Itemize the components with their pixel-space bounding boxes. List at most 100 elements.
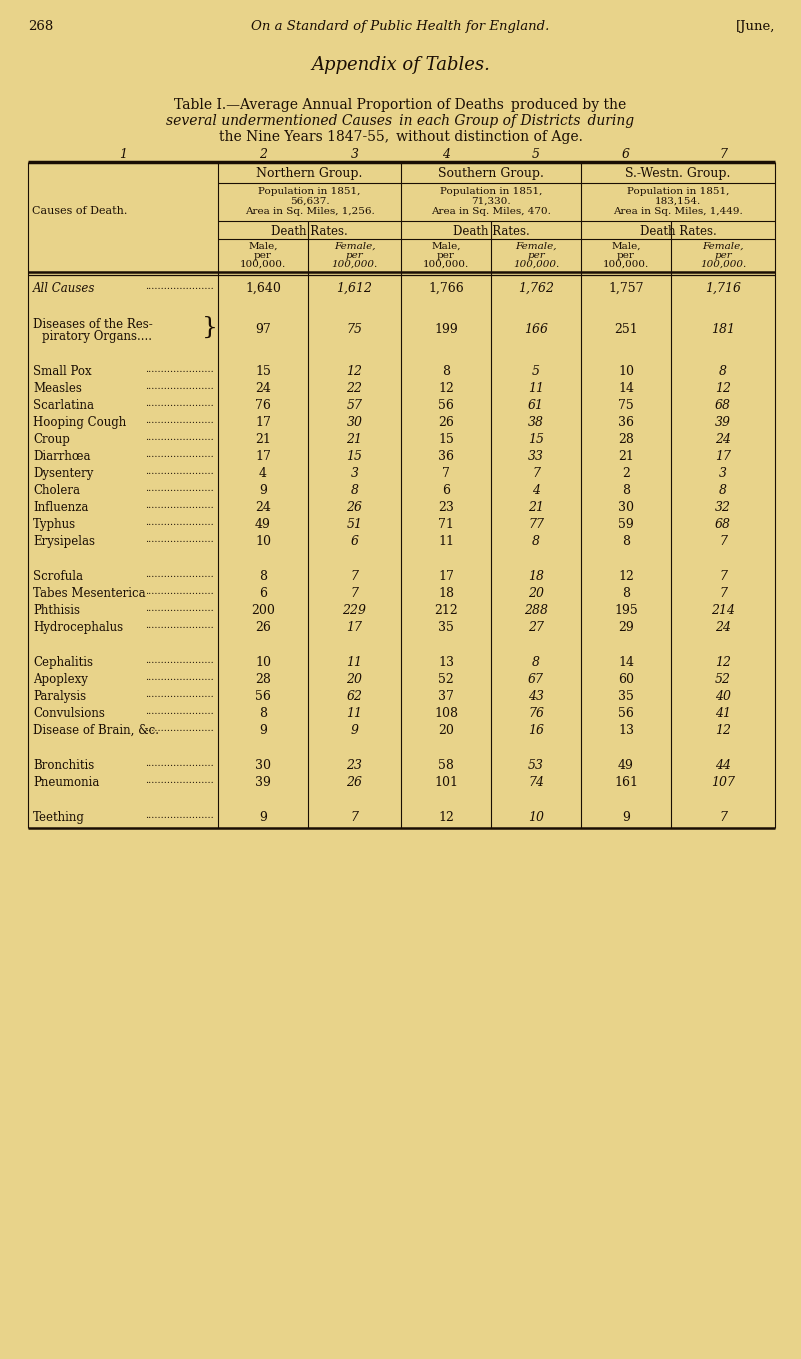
Text: S.-Westn. Group.: S.-Westn. Group. bbox=[626, 167, 731, 179]
Text: 100,000.: 100,000. bbox=[603, 260, 649, 269]
Text: ......................: ...................... bbox=[145, 690, 214, 699]
Text: 26: 26 bbox=[438, 416, 454, 429]
Text: 1,757: 1,757 bbox=[608, 283, 644, 295]
Text: ......................: ...................... bbox=[145, 656, 214, 665]
Text: 195: 195 bbox=[614, 603, 638, 617]
Text: 8: 8 bbox=[622, 535, 630, 548]
Text: Area in Sq. Miles, 1,256.: Area in Sq. Miles, 1,256. bbox=[244, 207, 374, 216]
Text: piratory Organs....: piratory Organs.... bbox=[42, 330, 152, 342]
Text: 7: 7 bbox=[351, 569, 359, 583]
Text: 9: 9 bbox=[622, 811, 630, 824]
Text: 21: 21 bbox=[347, 434, 363, 446]
Text: On a Standard of Public Health for England.: On a Standard of Public Health for Engla… bbox=[252, 20, 549, 33]
Text: 97: 97 bbox=[256, 323, 271, 336]
Text: Hooping Cough: Hooping Cough bbox=[33, 416, 127, 429]
Text: ......................: ...................... bbox=[145, 434, 214, 442]
Text: 74: 74 bbox=[528, 776, 544, 790]
Text: 107: 107 bbox=[711, 776, 735, 790]
Text: 39: 39 bbox=[715, 416, 731, 429]
Text: 67: 67 bbox=[528, 673, 544, 686]
Text: 18: 18 bbox=[528, 569, 544, 583]
Text: 4: 4 bbox=[259, 467, 267, 480]
Text: 268: 268 bbox=[28, 20, 53, 33]
Text: ......................: ...................... bbox=[145, 416, 214, 425]
Text: 8: 8 bbox=[622, 587, 630, 601]
Text: Cephalitis: Cephalitis bbox=[33, 656, 93, 669]
Text: ......................: ...................... bbox=[145, 673, 214, 682]
Text: 32: 32 bbox=[715, 501, 731, 514]
Text: 8: 8 bbox=[351, 484, 359, 497]
Text: 11: 11 bbox=[347, 707, 363, 720]
Text: 76: 76 bbox=[255, 400, 271, 412]
Text: Influenza: Influenza bbox=[33, 501, 88, 514]
Text: Female,: Female, bbox=[702, 242, 744, 251]
Text: 10: 10 bbox=[618, 366, 634, 378]
Text: Death Rates.: Death Rates. bbox=[640, 226, 716, 238]
Text: 7: 7 bbox=[719, 811, 727, 824]
Text: 24: 24 bbox=[255, 501, 271, 514]
Text: 35: 35 bbox=[618, 690, 634, 703]
Text: 108: 108 bbox=[434, 707, 458, 720]
Text: 161: 161 bbox=[614, 776, 638, 790]
Text: Diseases of the Res-: Diseases of the Res- bbox=[33, 318, 153, 332]
Text: 1,716: 1,716 bbox=[705, 283, 741, 295]
Text: 49: 49 bbox=[255, 518, 271, 531]
Text: 7: 7 bbox=[532, 467, 540, 480]
Text: per: per bbox=[617, 251, 635, 260]
Text: 26: 26 bbox=[347, 501, 363, 514]
Text: Female,: Female, bbox=[334, 242, 375, 251]
Text: 9: 9 bbox=[351, 724, 359, 737]
Text: 15: 15 bbox=[438, 434, 454, 446]
Text: per: per bbox=[345, 251, 364, 260]
Text: 52: 52 bbox=[438, 673, 454, 686]
Text: 56: 56 bbox=[618, 707, 634, 720]
Text: 14: 14 bbox=[618, 382, 634, 395]
Text: 28: 28 bbox=[618, 434, 634, 446]
Text: 57: 57 bbox=[347, 400, 363, 412]
Text: 24: 24 bbox=[715, 621, 731, 635]
Text: 21: 21 bbox=[255, 434, 271, 446]
Text: ......................: ...................... bbox=[145, 603, 214, 613]
Text: 9: 9 bbox=[259, 724, 267, 737]
Text: 7: 7 bbox=[442, 467, 450, 480]
Text: Appendix of Tables.: Appendix of Tables. bbox=[311, 56, 490, 73]
Text: Scrofula: Scrofula bbox=[33, 569, 83, 583]
Text: 2: 2 bbox=[259, 148, 267, 160]
Text: 1: 1 bbox=[119, 148, 127, 160]
Text: ......................: ...................... bbox=[145, 569, 214, 579]
Text: ......................: ...................... bbox=[145, 776, 214, 786]
Text: 75: 75 bbox=[347, 323, 363, 336]
Text: 56,637.: 56,637. bbox=[290, 197, 329, 207]
Text: 1,766: 1,766 bbox=[428, 283, 464, 295]
Text: 1,762: 1,762 bbox=[518, 283, 554, 295]
Text: Hydrocephalus: Hydrocephalus bbox=[33, 621, 123, 635]
Text: 23: 23 bbox=[347, 758, 363, 772]
Text: 100,000.: 100,000. bbox=[332, 260, 377, 269]
Text: }: } bbox=[202, 315, 218, 338]
Text: per: per bbox=[714, 251, 732, 260]
Text: [June,: [June, bbox=[735, 20, 775, 33]
Text: per: per bbox=[254, 251, 272, 260]
Text: 21: 21 bbox=[618, 450, 634, 463]
Text: 8: 8 bbox=[719, 484, 727, 497]
Text: Measles: Measles bbox=[33, 382, 82, 395]
Text: 12: 12 bbox=[438, 811, 454, 824]
Text: Cholera: Cholera bbox=[33, 484, 80, 497]
Text: 3: 3 bbox=[351, 148, 359, 160]
Text: Table I.—Average Annual Proportion of Deaths produced by the: Table I.—Average Annual Proportion of De… bbox=[175, 98, 626, 111]
Text: 6: 6 bbox=[442, 484, 450, 497]
Text: 30: 30 bbox=[255, 758, 271, 772]
Text: 2: 2 bbox=[622, 467, 630, 480]
Text: Causes of Death.: Causes of Death. bbox=[32, 205, 127, 216]
Text: 62: 62 bbox=[347, 690, 363, 703]
Text: 7: 7 bbox=[351, 811, 359, 824]
Text: 59: 59 bbox=[618, 518, 634, 531]
Text: 12: 12 bbox=[715, 382, 731, 395]
Text: 17: 17 bbox=[715, 450, 731, 463]
Text: 229: 229 bbox=[343, 603, 367, 617]
Text: 5: 5 bbox=[532, 366, 540, 378]
Text: 6: 6 bbox=[259, 587, 267, 601]
Text: 15: 15 bbox=[255, 366, 271, 378]
Text: Male,: Male, bbox=[248, 242, 278, 251]
Text: 13: 13 bbox=[438, 656, 454, 669]
